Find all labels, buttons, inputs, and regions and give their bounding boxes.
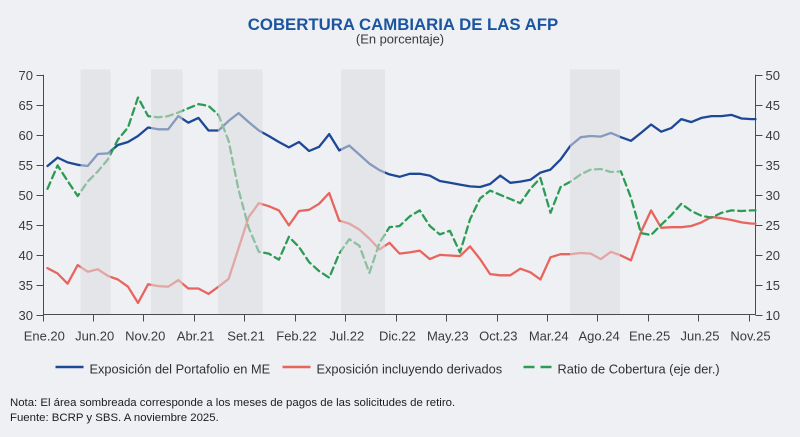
svg-text:15: 15 (766, 278, 780, 293)
svg-text:Mar.24: Mar.24 (529, 328, 569, 343)
svg-text:Ratio de Cobertura (eje der.): Ratio de Cobertura (eje der.) (558, 361, 720, 376)
svg-text:35: 35 (19, 278, 33, 293)
svg-text:Feb.22: Feb.22 (276, 328, 316, 343)
svg-text:Ene.20: Ene.20 (24, 328, 65, 343)
svg-text:10: 10 (766, 308, 780, 323)
svg-text:(En porcentaje): (En porcentaje) (356, 32, 444, 47)
svg-text:Ene.25: Ene.25 (629, 328, 670, 343)
svg-text:Abr.21: Abr.21 (177, 328, 215, 343)
svg-text:70: 70 (19, 68, 33, 83)
svg-text:35: 35 (766, 158, 780, 173)
svg-text:Jun.25: Jun.25 (680, 328, 719, 343)
svg-text:30: 30 (766, 188, 780, 203)
svg-text:25: 25 (766, 218, 780, 233)
svg-text:Nov.20: Nov.20 (125, 328, 165, 343)
svg-text:55: 55 (19, 158, 33, 173)
svg-text:60: 60 (19, 128, 33, 143)
svg-text:Exposición incluyendo derivado: Exposición incluyendo derivados (317, 361, 503, 376)
svg-text:40: 40 (19, 248, 33, 263)
svg-text:65: 65 (19, 98, 33, 113)
svg-text:Fuente: BCRP y SBS. A noviembr: Fuente: BCRP y SBS. A noviembre 2025. (10, 412, 219, 424)
svg-text:Dic.22: Dic.22 (379, 328, 416, 343)
svg-text:Ago.24: Ago.24 (578, 328, 619, 343)
svg-text:Exposición del Portafolio en M: Exposición del Portafolio en ME (90, 361, 271, 376)
svg-text:50: 50 (19, 188, 33, 203)
svg-text:20: 20 (766, 248, 780, 263)
svg-text:30: 30 (19, 308, 33, 323)
svg-text:Oct.23: Oct.23 (479, 328, 517, 343)
svg-text:Jul.22: Jul.22 (330, 328, 365, 343)
svg-text:Nov.25: Nov.25 (730, 328, 770, 343)
svg-text:May.23: May.23 (427, 328, 469, 343)
svg-text:50: 50 (766, 68, 780, 83)
svg-text:Nota: El área sombreada corres: Nota: El área sombreada corresponde a lo… (10, 397, 455, 409)
svg-text:45: 45 (766, 98, 780, 113)
svg-text:45: 45 (19, 218, 33, 233)
svg-text:Jun.20: Jun.20 (75, 328, 114, 343)
svg-text:COBERTURA CAMBIARIA DE LAS AFP: COBERTURA CAMBIARIA DE LAS AFP (248, 15, 558, 34)
svg-text:Set.21: Set.21 (227, 328, 265, 343)
svg-text:40: 40 (766, 128, 780, 143)
